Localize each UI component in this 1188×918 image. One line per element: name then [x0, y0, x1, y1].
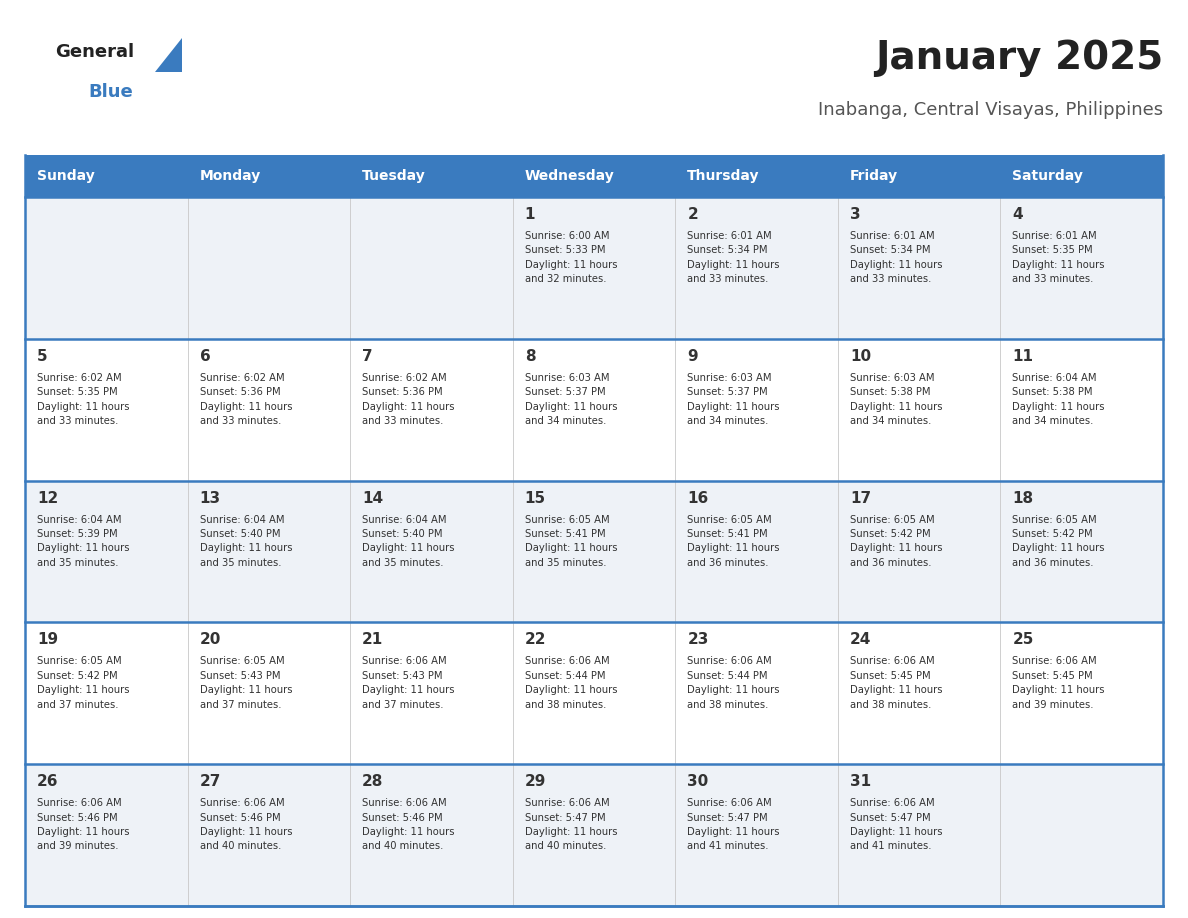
Text: 14: 14	[362, 490, 384, 506]
Bar	[25, 155, 188, 197]
Text: Sunrise: 6:04 AM
Sunset: 5:39 PM
Daylight: 11 hours
and 35 minutes.: Sunrise: 6:04 AM Sunset: 5:39 PM Dayligh…	[37, 515, 129, 568]
Bar	[25, 339, 1163, 481]
Text: 6: 6	[200, 349, 210, 364]
Text: Sunrise: 6:05 AM
Sunset: 5:42 PM
Daylight: 11 hours
and 36 minutes.: Sunrise: 6:05 AM Sunset: 5:42 PM Dayligh…	[1012, 515, 1105, 568]
Text: Sunrise: 6:06 AM
Sunset: 5:47 PM
Daylight: 11 hours
and 40 minutes.: Sunrise: 6:06 AM Sunset: 5:47 PM Dayligh…	[525, 798, 618, 851]
Text: Sunrise: 6:06 AM
Sunset: 5:45 PM
Daylight: 11 hours
and 38 minutes.: Sunrise: 6:06 AM Sunset: 5:45 PM Dayligh…	[849, 656, 942, 710]
Text: 8: 8	[525, 349, 536, 364]
Text: 29: 29	[525, 774, 546, 789]
Text: 17: 17	[849, 490, 871, 506]
Text: 1: 1	[525, 207, 536, 222]
Text: Sunrise: 6:06 AM
Sunset: 5:45 PM
Daylight: 11 hours
and 39 minutes.: Sunrise: 6:06 AM Sunset: 5:45 PM Dayligh…	[1012, 656, 1105, 710]
Text: Sunrise: 6:01 AM
Sunset: 5:34 PM
Daylight: 11 hours
and 33 minutes.: Sunrise: 6:01 AM Sunset: 5:34 PM Dayligh…	[688, 231, 779, 285]
Text: 10: 10	[849, 349, 871, 364]
Text: 31: 31	[849, 774, 871, 789]
Text: January 2025: January 2025	[874, 39, 1163, 77]
Bar	[675, 155, 838, 197]
Text: 5: 5	[37, 349, 48, 364]
Text: Sunrise: 6:05 AM
Sunset: 5:41 PM
Daylight: 11 hours
and 36 minutes.: Sunrise: 6:05 AM Sunset: 5:41 PM Dayligh…	[688, 515, 779, 568]
Text: 12: 12	[37, 490, 58, 506]
Text: Sunrise: 6:06 AM
Sunset: 5:47 PM
Daylight: 11 hours
and 41 minutes.: Sunrise: 6:06 AM Sunset: 5:47 PM Dayligh…	[688, 798, 779, 851]
Text: 11: 11	[1012, 349, 1034, 364]
Text: Wednesday: Wednesday	[525, 169, 614, 183]
Text: Blue: Blue	[88, 83, 133, 101]
Text: 26: 26	[37, 774, 58, 789]
Text: Friday: Friday	[849, 169, 898, 183]
Text: Thursday: Thursday	[688, 169, 760, 183]
Text: Sunrise: 6:01 AM
Sunset: 5:34 PM
Daylight: 11 hours
and 33 minutes.: Sunrise: 6:01 AM Sunset: 5:34 PM Dayligh…	[849, 231, 942, 285]
Text: Sunrise: 6:03 AM
Sunset: 5:38 PM
Daylight: 11 hours
and 34 minutes.: Sunrise: 6:03 AM Sunset: 5:38 PM Dayligh…	[849, 373, 942, 426]
Text: Sunrise: 6:06 AM
Sunset: 5:46 PM
Daylight: 11 hours
and 40 minutes.: Sunrise: 6:06 AM Sunset: 5:46 PM Dayligh…	[200, 798, 292, 851]
Bar	[25, 622, 1163, 764]
Text: Sunrise: 6:06 AM
Sunset: 5:46 PM
Daylight: 11 hours
and 40 minutes.: Sunrise: 6:06 AM Sunset: 5:46 PM Dayligh…	[362, 798, 455, 851]
Text: Sunrise: 6:02 AM
Sunset: 5:35 PM
Daylight: 11 hours
and 33 minutes.: Sunrise: 6:02 AM Sunset: 5:35 PM Dayligh…	[37, 373, 129, 426]
Bar	[838, 155, 1000, 197]
Text: 4: 4	[1012, 207, 1023, 222]
Bar	[188, 155, 350, 197]
Text: 16: 16	[688, 490, 708, 506]
Text: 15: 15	[525, 490, 545, 506]
Text: Sunrise: 6:06 AM
Sunset: 5:43 PM
Daylight: 11 hours
and 37 minutes.: Sunrise: 6:06 AM Sunset: 5:43 PM Dayligh…	[362, 656, 455, 710]
Text: Sunrise: 6:05 AM
Sunset: 5:43 PM
Daylight: 11 hours
and 37 minutes.: Sunrise: 6:05 AM Sunset: 5:43 PM Dayligh…	[200, 656, 292, 710]
Text: Sunrise: 6:06 AM
Sunset: 5:44 PM
Daylight: 11 hours
and 38 minutes.: Sunrise: 6:06 AM Sunset: 5:44 PM Dayligh…	[525, 656, 618, 710]
Text: Sunday: Sunday	[37, 169, 95, 183]
Text: 20: 20	[200, 633, 221, 647]
Text: Sunrise: 6:05 AM
Sunset: 5:42 PM
Daylight: 11 hours
and 37 minutes.: Sunrise: 6:05 AM Sunset: 5:42 PM Dayligh…	[37, 656, 129, 710]
Bar	[25, 197, 1163, 339]
Text: 28: 28	[362, 774, 384, 789]
Text: Sunrise: 6:06 AM
Sunset: 5:47 PM
Daylight: 11 hours
and 41 minutes.: Sunrise: 6:06 AM Sunset: 5:47 PM Dayligh…	[849, 798, 942, 851]
Text: 13: 13	[200, 490, 221, 506]
Text: Sunrise: 6:05 AM
Sunset: 5:41 PM
Daylight: 11 hours
and 35 minutes.: Sunrise: 6:05 AM Sunset: 5:41 PM Dayligh…	[525, 515, 618, 568]
Text: Sunrise: 6:04 AM
Sunset: 5:38 PM
Daylight: 11 hours
and 34 minutes.: Sunrise: 6:04 AM Sunset: 5:38 PM Dayligh…	[1012, 373, 1105, 426]
Text: 18: 18	[1012, 490, 1034, 506]
Bar	[25, 764, 1163, 906]
Text: 23: 23	[688, 633, 709, 647]
Bar	[25, 481, 1163, 622]
Text: Sunrise: 6:03 AM
Sunset: 5:37 PM
Daylight: 11 hours
and 34 minutes.: Sunrise: 6:03 AM Sunset: 5:37 PM Dayligh…	[525, 373, 618, 426]
Text: 25: 25	[1012, 633, 1034, 647]
Text: Sunrise: 6:06 AM
Sunset: 5:44 PM
Daylight: 11 hours
and 38 minutes.: Sunrise: 6:06 AM Sunset: 5:44 PM Dayligh…	[688, 656, 779, 710]
Text: 9: 9	[688, 349, 697, 364]
Bar	[513, 155, 675, 197]
Text: Monday: Monday	[200, 169, 261, 183]
Polygon shape	[154, 38, 182, 72]
Text: Sunrise: 6:02 AM
Sunset: 5:36 PM
Daylight: 11 hours
and 33 minutes.: Sunrise: 6:02 AM Sunset: 5:36 PM Dayligh…	[200, 373, 292, 426]
Text: Sunrise: 6:03 AM
Sunset: 5:37 PM
Daylight: 11 hours
and 34 minutes.: Sunrise: 6:03 AM Sunset: 5:37 PM Dayligh…	[688, 373, 779, 426]
Text: 2: 2	[688, 207, 699, 222]
Text: 27: 27	[200, 774, 221, 789]
Bar	[1000, 155, 1163, 197]
Text: Tuesday: Tuesday	[362, 169, 425, 183]
Text: General: General	[55, 43, 134, 61]
Bar	[350, 155, 513, 197]
Text: 30: 30	[688, 774, 708, 789]
Text: Sunrise: 6:02 AM
Sunset: 5:36 PM
Daylight: 11 hours
and 33 minutes.: Sunrise: 6:02 AM Sunset: 5:36 PM Dayligh…	[362, 373, 455, 426]
Text: 22: 22	[525, 633, 546, 647]
Text: Sunrise: 6:05 AM
Sunset: 5:42 PM
Daylight: 11 hours
and 36 minutes.: Sunrise: 6:05 AM Sunset: 5:42 PM Dayligh…	[849, 515, 942, 568]
Text: 3: 3	[849, 207, 860, 222]
Text: Sunrise: 6:01 AM
Sunset: 5:35 PM
Daylight: 11 hours
and 33 minutes.: Sunrise: 6:01 AM Sunset: 5:35 PM Dayligh…	[1012, 231, 1105, 285]
Text: Sunrise: 6:04 AM
Sunset: 5:40 PM
Daylight: 11 hours
and 35 minutes.: Sunrise: 6:04 AM Sunset: 5:40 PM Dayligh…	[362, 515, 455, 568]
Text: Inabanga, Central Visayas, Philippines: Inabanga, Central Visayas, Philippines	[817, 101, 1163, 119]
Text: Sunrise: 6:00 AM
Sunset: 5:33 PM
Daylight: 11 hours
and 32 minutes.: Sunrise: 6:00 AM Sunset: 5:33 PM Dayligh…	[525, 231, 618, 285]
Text: Sunrise: 6:06 AM
Sunset: 5:46 PM
Daylight: 11 hours
and 39 minutes.: Sunrise: 6:06 AM Sunset: 5:46 PM Dayligh…	[37, 798, 129, 851]
Text: 19: 19	[37, 633, 58, 647]
Text: 7: 7	[362, 349, 373, 364]
Text: Sunrise: 6:04 AM
Sunset: 5:40 PM
Daylight: 11 hours
and 35 minutes.: Sunrise: 6:04 AM Sunset: 5:40 PM Dayligh…	[200, 515, 292, 568]
Text: Saturday: Saturday	[1012, 169, 1083, 183]
Text: 21: 21	[362, 633, 384, 647]
Text: 24: 24	[849, 633, 871, 647]
